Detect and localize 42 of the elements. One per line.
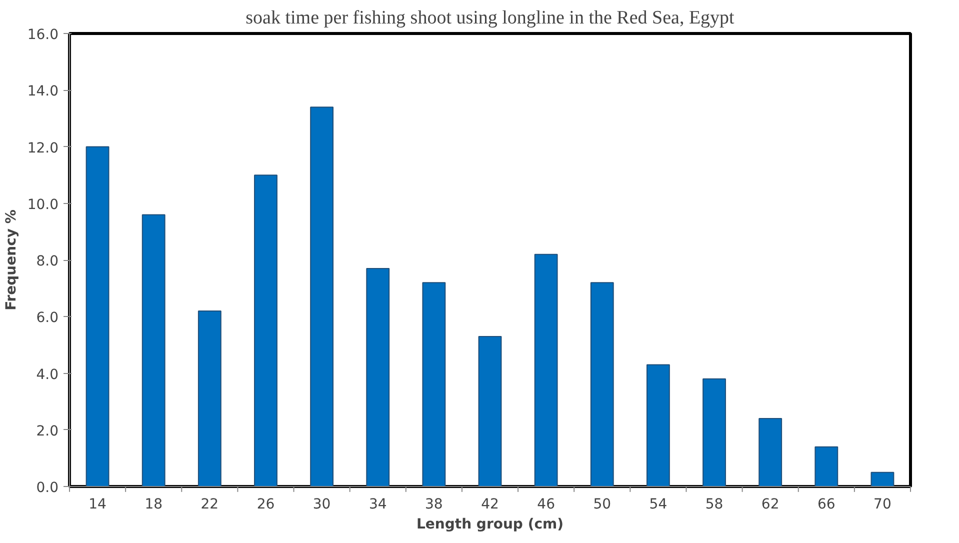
bar — [702, 378, 726, 486]
x-tick-label: 26 — [256, 496, 275, 512]
bar — [646, 364, 670, 486]
x-tick-label: 50 — [593, 496, 612, 512]
bar — [814, 446, 838, 486]
x-tick-label: 42 — [481, 496, 499, 512]
x-tick-label: 66 — [817, 496, 836, 512]
x-tick-label: 14 — [88, 496, 107, 512]
y-tick-label: 14.0 — [27, 84, 58, 100]
bar — [198, 310, 222, 486]
y-tick-label: 8.0 — [36, 254, 58, 270]
bar — [86, 146, 110, 486]
x-tick-label: 34 — [368, 496, 387, 512]
bar — [870, 472, 894, 486]
x-tick-label: 70 — [874, 496, 892, 512]
y-tick-label: 2.0 — [36, 423, 58, 440]
bar — [254, 174, 278, 486]
x-tick-label: 54 — [649, 496, 668, 512]
y-tick-label: 16.0 — [27, 27, 58, 43]
bar — [534, 254, 558, 486]
x-tick-label: 58 — [705, 496, 724, 512]
x-tick-label: 46 — [537, 496, 556, 512]
x-tick-label: 30 — [312, 496, 331, 512]
x-tick-label: 22 — [200, 496, 219, 512]
y-tick-label: 0.0 — [36, 480, 58, 496]
x-tick-label: 18 — [144, 496, 163, 512]
bar — [422, 282, 446, 486]
y-tick-label: 12.0 — [27, 140, 58, 156]
y-tick-label: 6.0 — [36, 310, 58, 326]
bar — [366, 268, 390, 486]
x-tick-label: 62 — [761, 496, 780, 512]
bar — [478, 336, 502, 486]
bar — [590, 282, 614, 486]
x-axis-title: Length group (cm) — [416, 516, 564, 532]
y-axis-title: Frequency % — [3, 210, 20, 310]
y-tick-label: 4.0 — [36, 366, 58, 383]
bar — [758, 418, 782, 486]
chart-title: soak time per fishing shoot using longline in the Red Sea, Egypt — [246, 8, 736, 28]
y-tick-label: 10.0 — [27, 196, 58, 213]
bar — [142, 214, 166, 486]
bar — [310, 106, 334, 486]
x-tick-label: 38 — [425, 496, 443, 512]
